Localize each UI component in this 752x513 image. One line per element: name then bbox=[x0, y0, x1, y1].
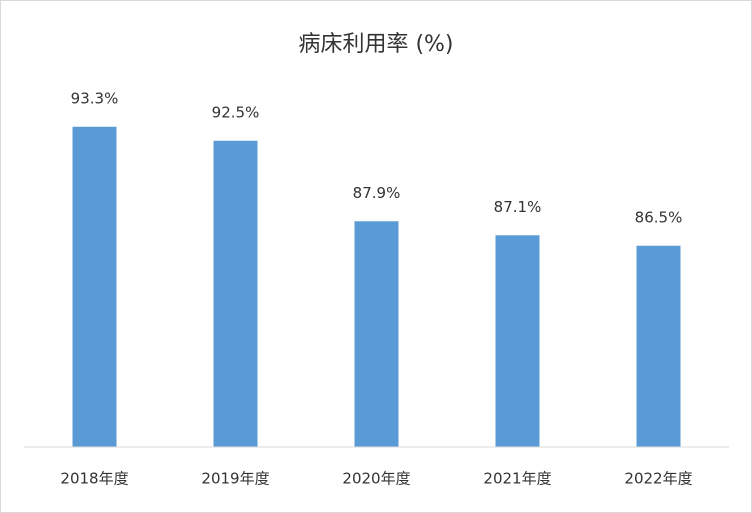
data-label: 93.3% bbox=[71, 89, 119, 107]
bar bbox=[636, 245, 681, 447]
bar bbox=[354, 221, 399, 447]
bar bbox=[213, 140, 258, 447]
data-label: 87.9% bbox=[353, 184, 401, 202]
bar bbox=[495, 235, 540, 447]
x-tick-label: 2019年度 bbox=[201, 470, 269, 488]
chart-title: 病床利用率 (%) bbox=[298, 32, 453, 57]
bar bbox=[72, 126, 117, 447]
data-label: 87.1% bbox=[494, 198, 542, 216]
x-tick-label: 2020年度 bbox=[342, 470, 410, 488]
data-label: 92.5% bbox=[212, 103, 260, 121]
x-tick-label: 2018年度 bbox=[60, 470, 128, 488]
x-tick-label: 2021年度 bbox=[483, 470, 551, 488]
data-label: 86.5% bbox=[635, 208, 683, 226]
x-tick-label: 2022年度 bbox=[624, 470, 692, 488]
